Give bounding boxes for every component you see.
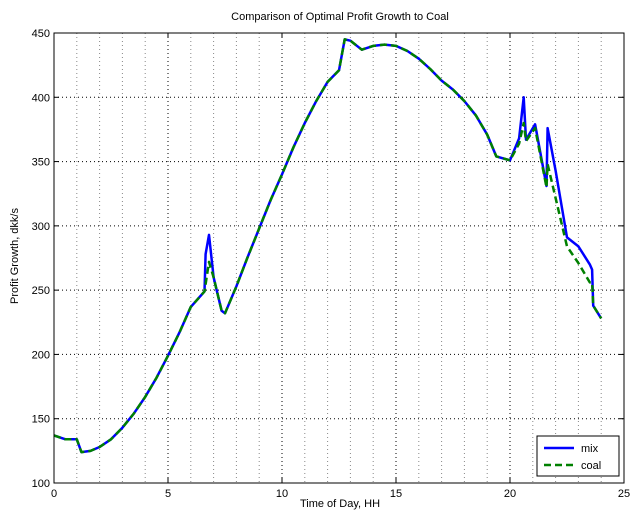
y-tick-label: 350 — [32, 157, 50, 169]
series-line-coal — [53, 38, 603, 454]
y-tick-label: 300 — [32, 221, 50, 233]
y-tick-label: 200 — [32, 349, 50, 361]
legend-label-mix: mix — [581, 443, 599, 455]
y-tick-label: 150 — [32, 414, 50, 426]
chart-title: Comparison of Optimal Profit Growth to C… — [231, 11, 449, 23]
y-tick-label: 450 — [32, 28, 50, 40]
x-tick-label: 0 — [51, 488, 57, 500]
series-layer — [53, 38, 603, 454]
y-tick-label: 250 — [32, 285, 50, 297]
y-axis-ticks: 100 150 200 250 300 350 400 450 — [32, 28, 624, 490]
x-tick-label: 25 — [618, 488, 630, 500]
y-axis-label: Profit Growth, dkk/s — [9, 208, 21, 304]
legend: mix coal — [536, 435, 620, 477]
x-tick-label: 10 — [276, 488, 288, 500]
x-tick-label: 5 — [165, 488, 171, 500]
grid — [54, 33, 624, 483]
y-tick-label: 100 — [32, 478, 50, 490]
legend-box — [536, 435, 620, 477]
x-tick-label: 20 — [504, 488, 516, 500]
x-tick-label: 15 — [390, 488, 402, 500]
y-tick-label: 400 — [32, 92, 50, 104]
legend-label-coal: coal — [581, 460, 601, 472]
plot-frame — [53, 32, 625, 484]
x-axis-label: Time of Day, HH — [300, 498, 380, 510]
